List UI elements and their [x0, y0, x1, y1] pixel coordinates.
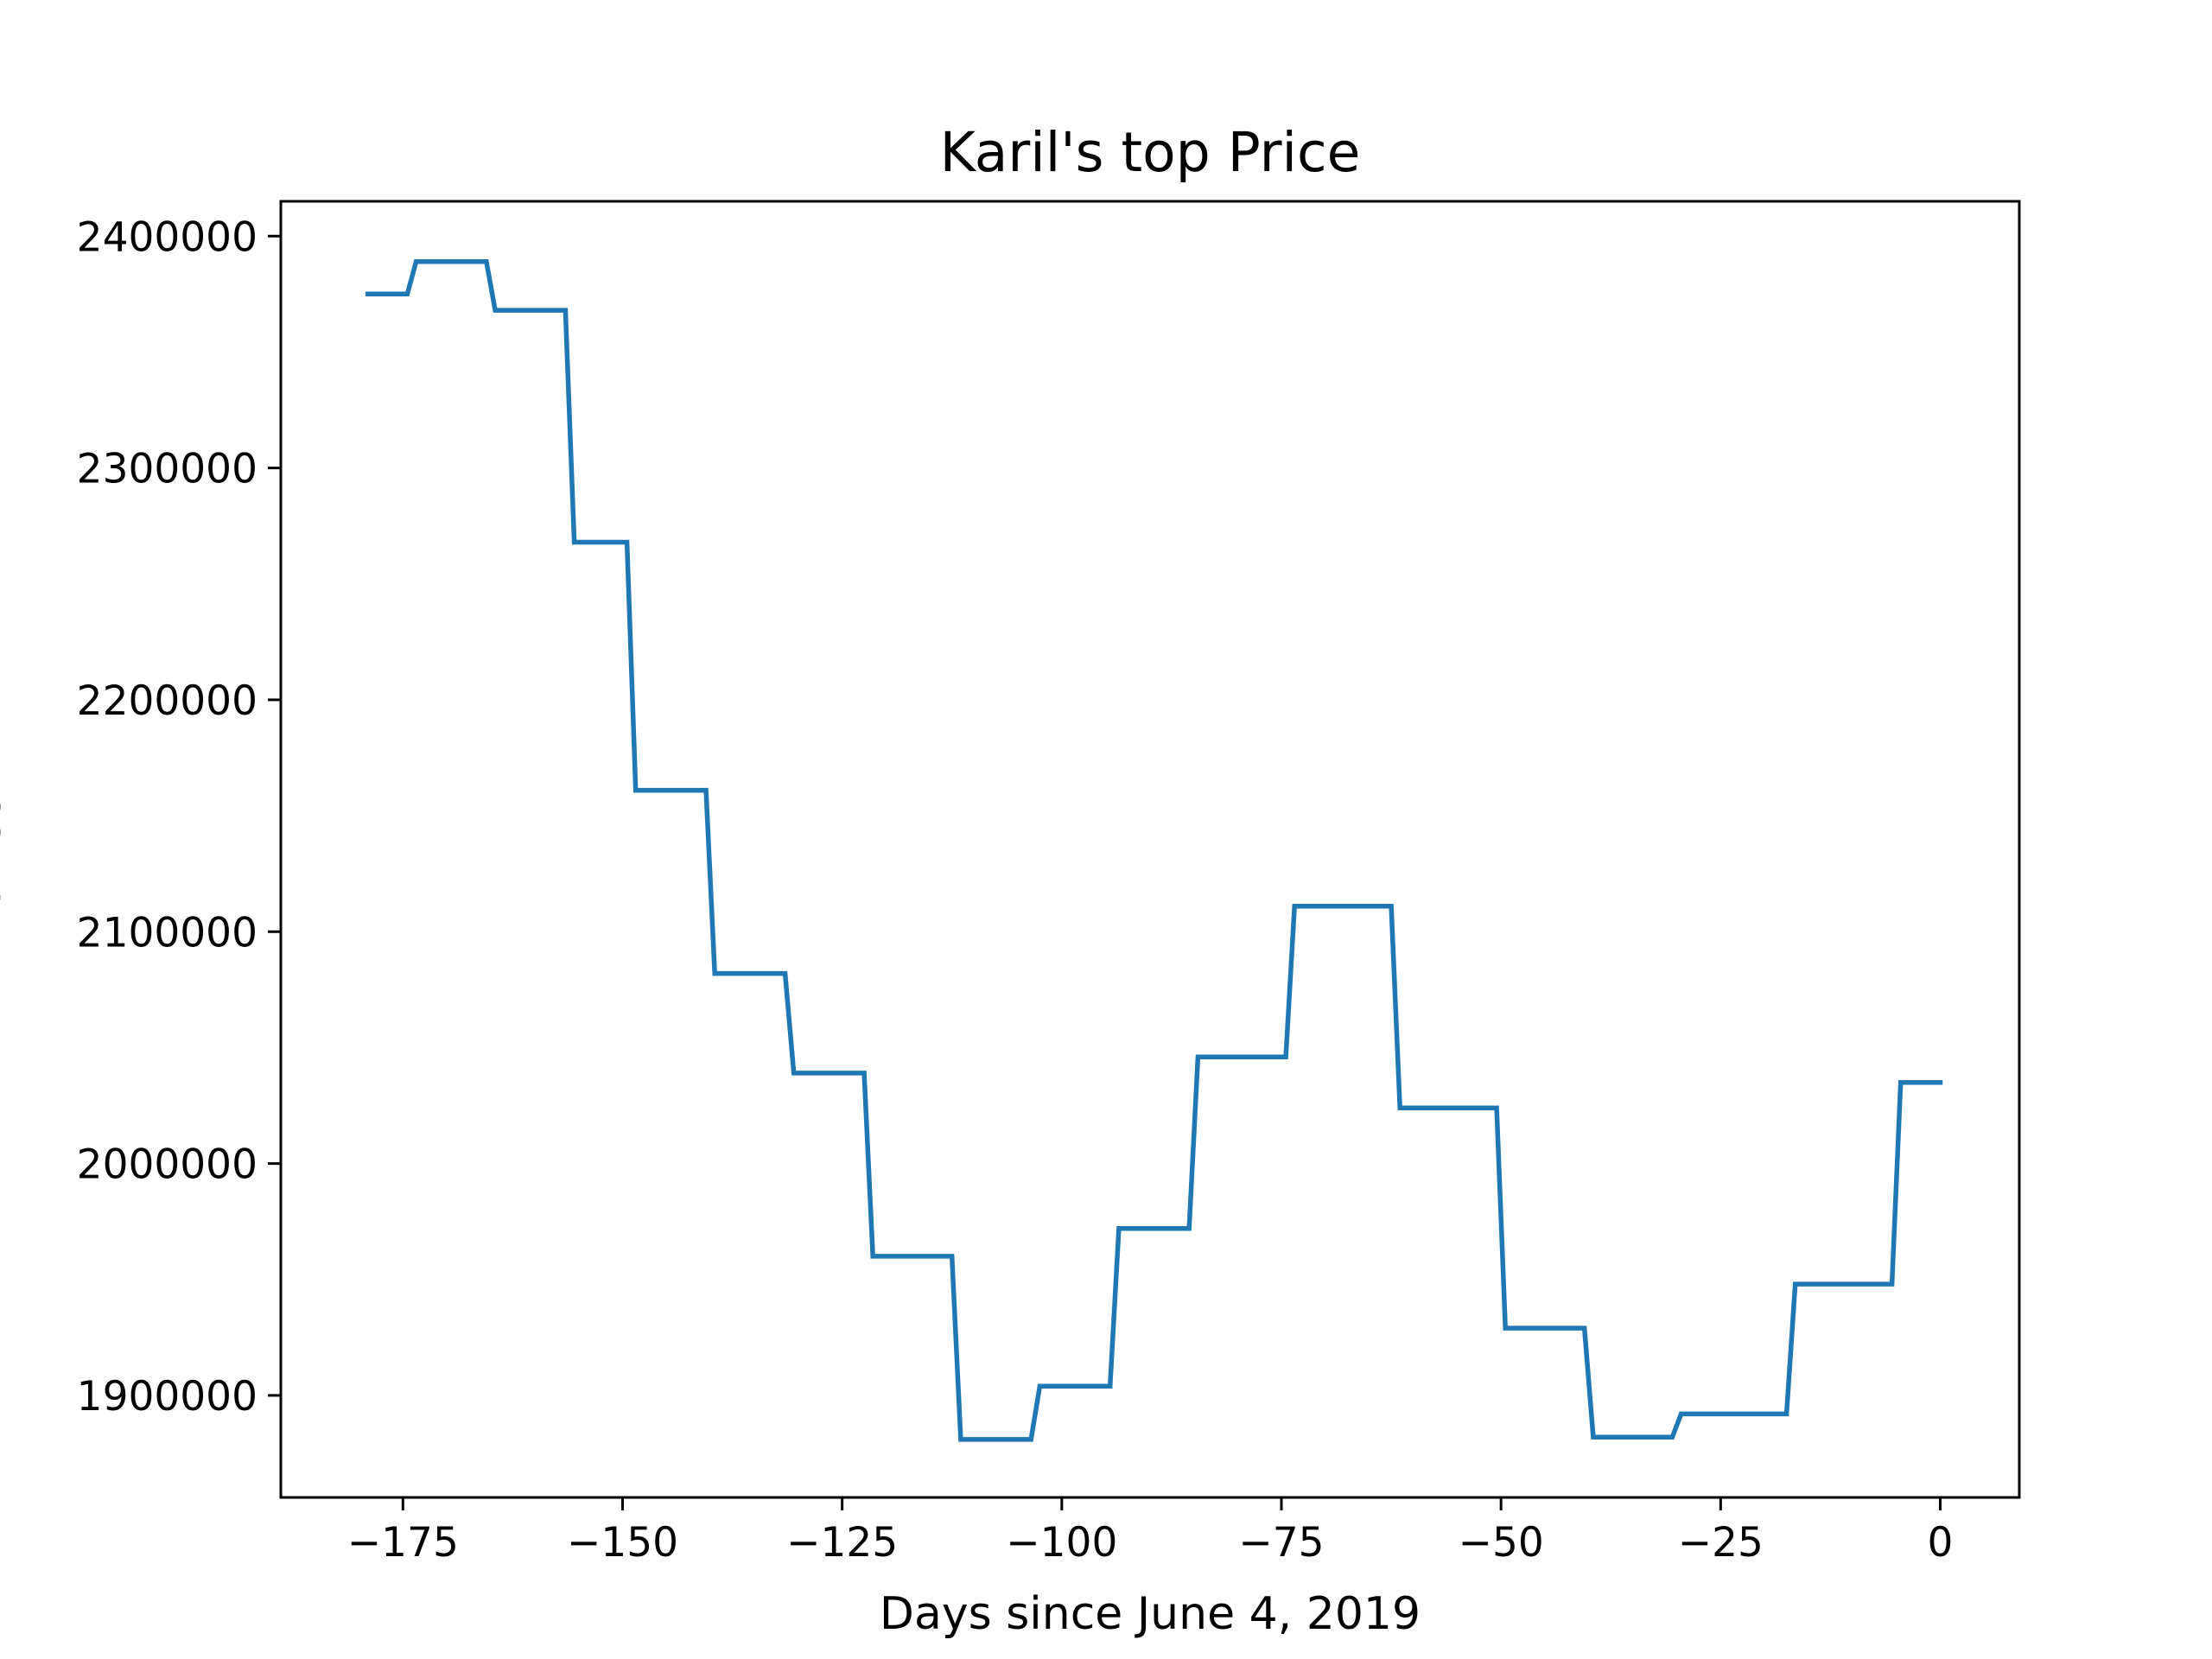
- chart-title: Karil's top Price: [940, 121, 1361, 184]
- x-axis: −175 −150 −125 −100 −75 −50 −25 0: [347, 1497, 1954, 1567]
- y-tick-label: 2100000: [77, 909, 257, 957]
- y-tick-label: 2400000: [77, 213, 257, 261]
- x-tick-label: 0: [1928, 1519, 1954, 1567]
- plot-area: [279, 200, 2021, 1499]
- y-tick-label: 2200000: [77, 677, 257, 725]
- x-tick-label: −100: [1006, 1519, 1117, 1567]
- y-tick-label: 1900000: [77, 1373, 257, 1421]
- x-tick-label: −25: [1678, 1519, 1764, 1567]
- y-axis: 1900000 2000000 2100000 2200000 2300000 24000…: [77, 213, 281, 1421]
- plot-frame: [279, 200, 2021, 1499]
- y-tick-label: 2000000: [77, 1141, 257, 1189]
- x-tick-label: −125: [786, 1519, 898, 1567]
- x-tick-label: −150: [567, 1519, 678, 1567]
- y-tick-label: 2300000: [77, 446, 257, 493]
- y-axis-title: Price: [0, 795, 11, 905]
- x-tick-label: −50: [1459, 1519, 1544, 1567]
- x-tick-label: −75: [1238, 1519, 1324, 1567]
- x-axis-title: Days since June 4, 2019: [880, 1588, 1421, 1640]
- price-series-line-0: [365, 259, 1943, 1442]
- x-tick-label: −175: [347, 1519, 459, 1567]
